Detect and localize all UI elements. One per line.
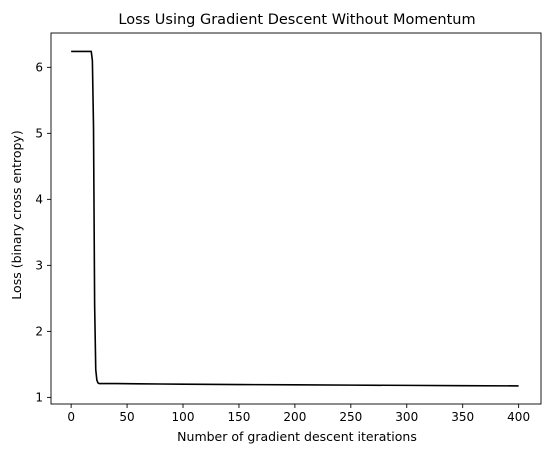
y-tick-label: 3 [35, 258, 43, 272]
y-axis-label: Loss (binary cross entropy) [9, 130, 24, 299]
y-tick-label: 5 [35, 126, 43, 140]
y-tick-label: 4 [35, 192, 43, 206]
plot-area [71, 50, 519, 387]
x-tick-label: 200 [283, 410, 306, 424]
x-tick-label: 0 [67, 410, 75, 424]
plot-frame [50, 32, 542, 405]
y-tick-label: 1 [35, 390, 43, 404]
x-tick-label: 400 [507, 410, 530, 424]
axes: 0 50 100 150 200 250 300 350 400 1 2 3 4 5 6 [35, 32, 542, 424]
x-tick-label: 100 [172, 410, 195, 424]
y-tick-label: 6 [35, 60, 43, 74]
x-tick-label: 150 [227, 410, 250, 424]
x-tick-label: 250 [339, 410, 362, 424]
x-tick-label: 50 [119, 410, 134, 424]
x-axis-label: Number of gradient descent iterations [177, 429, 417, 444]
x-tick-label: 300 [395, 410, 418, 424]
y-tick-label: 2 [35, 324, 43, 338]
chart-title: Loss Using Gradient Descent Without Mome… [118, 12, 475, 28]
x-tick-label: 350 [451, 410, 474, 424]
series-line-0 [71, 50, 519, 387]
